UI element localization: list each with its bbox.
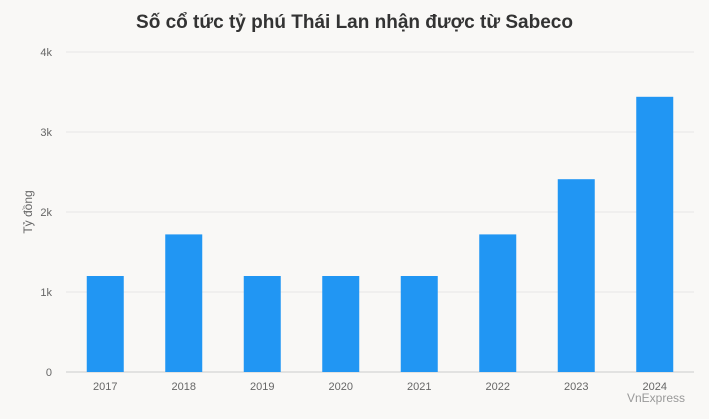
y-tick-label: 2k: [40, 207, 52, 219]
bar: [322, 276, 360, 372]
y-tick-label: 0: [46, 367, 52, 379]
bar: [243, 276, 281, 372]
bar: [400, 276, 438, 372]
y-tick-label: 1k: [40, 287, 52, 299]
x-tick-label: 2022: [486, 381, 510, 393]
bar: [557, 179, 595, 372]
bar: [636, 96, 674, 373]
bar: [479, 234, 517, 372]
x-tick-label: 2019: [250, 381, 274, 393]
x-tick-label: 2017: [93, 381, 117, 393]
source-credit: VnExpress: [626, 391, 685, 405]
bar: [165, 234, 203, 372]
chart-title: Số cổ tức tỷ phú Thái Lan nhận được từ S…: [136, 12, 573, 33]
x-tick-label: 2024: [643, 381, 667, 393]
y-tick-label: 4k: [40, 47, 52, 59]
x-tick-label: 2021: [407, 381, 431, 393]
x-tick-label: 2020: [329, 381, 353, 393]
x-tick-label: 2018: [172, 381, 196, 393]
x-tick-label: 2023: [564, 381, 588, 393]
y-tick-label: 3k: [40, 127, 52, 139]
bar: [86, 276, 124, 372]
